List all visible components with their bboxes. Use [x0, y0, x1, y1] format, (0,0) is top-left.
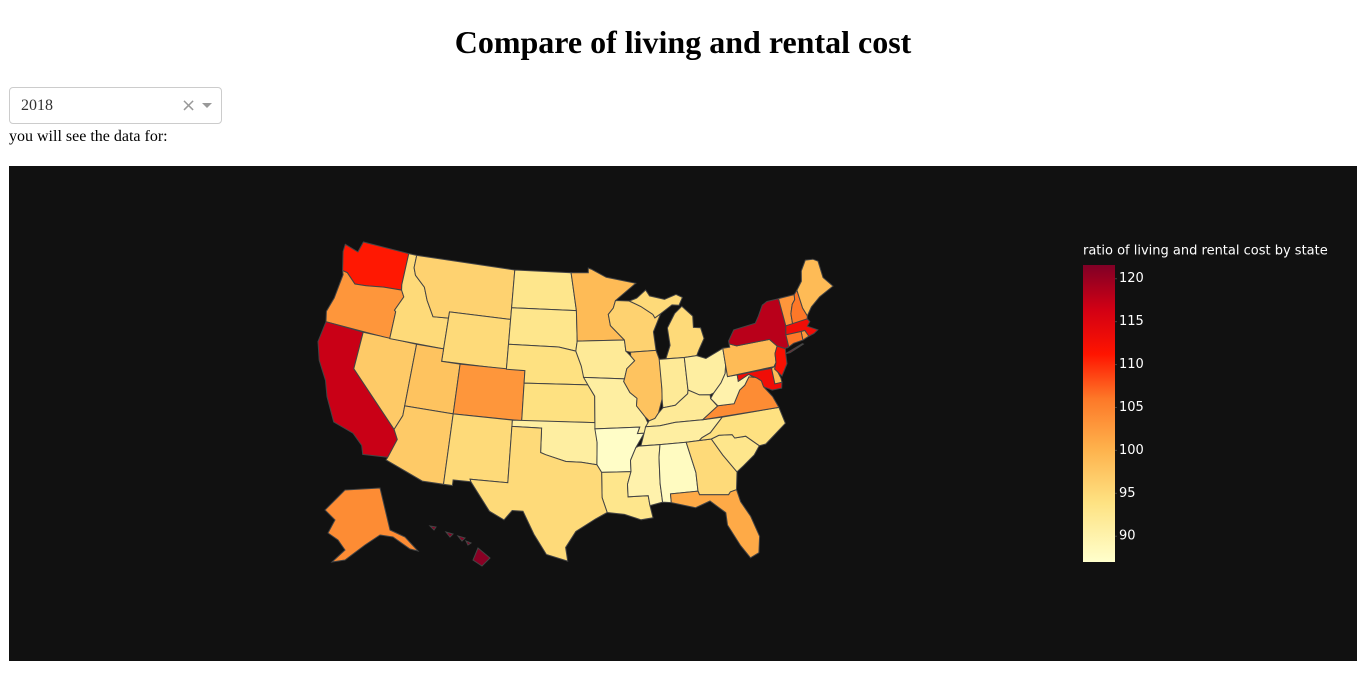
- prompt-text: you will see the data for:: [9, 128, 168, 145]
- colorbar-tick-label: 100: [1119, 443, 1144, 458]
- state: [428, 525, 491, 567]
- colorbar-tick-label: 120: [1119, 271, 1144, 286]
- state: [796, 258, 834, 317]
- colorbar-tick-label: 90: [1119, 529, 1136, 544]
- state: [774, 345, 788, 377]
- colorbar-tick-label: 110: [1119, 357, 1144, 372]
- state: [511, 269, 577, 312]
- state: [770, 365, 783, 385]
- colorbar: [1083, 265, 1115, 562]
- dropdown-arrow[interactable]: [202, 103, 212, 108]
- clear-button[interactable]: ×: [181, 95, 197, 116]
- dropdown-value: 2018: [21, 97, 53, 114]
- colorbar-tick-label: 115: [1119, 314, 1144, 329]
- state: [521, 382, 596, 424]
- state: [441, 311, 512, 370]
- page-title: Compare of living and rental cost: [454, 24, 912, 60]
- state: [442, 413, 513, 487]
- colorbar-title: ratio of living and rental cost by state: [1083, 244, 1328, 259]
- state: [469, 425, 608, 562]
- state: [785, 330, 804, 349]
- year-dropdown[interactable]: 2018 ×: [9, 87, 222, 124]
- colorbar-tick-label: 95: [1119, 486, 1136, 501]
- map-chart: ratio of living and rental cost by state…: [9, 166, 1357, 661]
- colorbar-tick-label: 105: [1119, 400, 1144, 415]
- state: [669, 489, 761, 559]
- state: [697, 406, 786, 447]
- state: [452, 363, 526, 422]
- state: [324, 487, 420, 563]
